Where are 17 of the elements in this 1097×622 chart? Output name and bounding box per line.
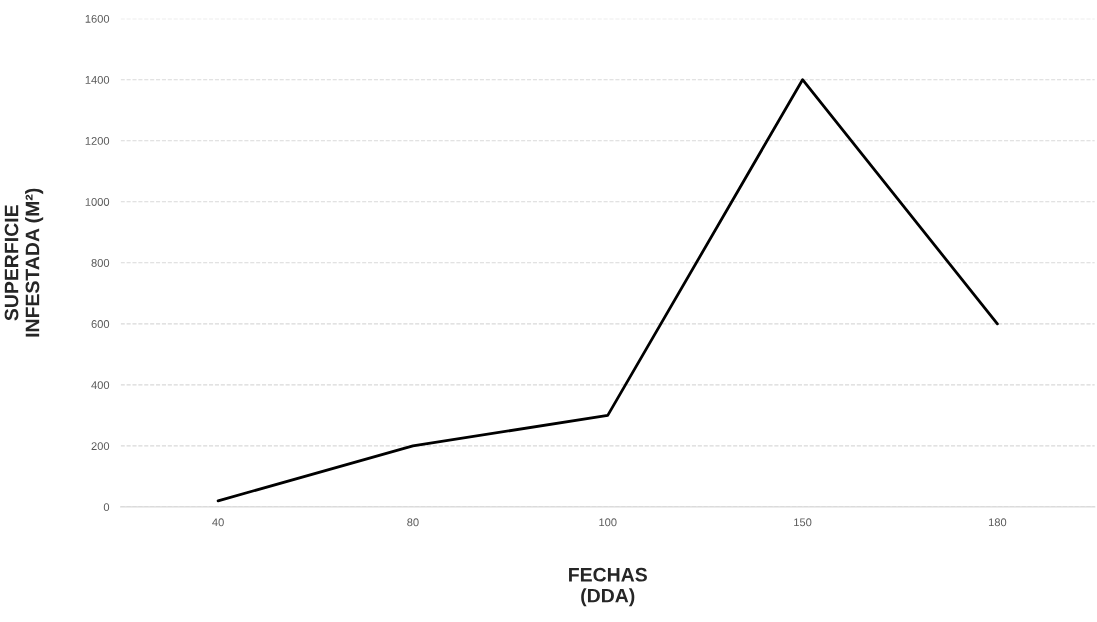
x-tick-label: 100 bbox=[599, 518, 617, 527]
x-tick-label: 150 bbox=[794, 518, 812, 527]
y-tick-label: 1000 bbox=[85, 198, 110, 206]
y-tick-label: 1600 bbox=[85, 14, 110, 23]
x-tick-label: 40 bbox=[212, 518, 224, 527]
y-tick-label: 400 bbox=[91, 381, 110, 389]
y-axis-title: SUPERFICIE INFESTADA (M²) bbox=[4, 188, 44, 337]
y-tick-label: 600 bbox=[91, 320, 110, 328]
x-tick-label: 80 bbox=[407, 518, 419, 527]
y-tick-label: 1200 bbox=[85, 136, 110, 145]
y-tick-label: 800 bbox=[91, 259, 110, 267]
y-tick-label: 200 bbox=[91, 442, 110, 451]
y-tick-label: 0 bbox=[103, 503, 110, 512]
line-series bbox=[216, 78, 999, 503]
x-tick-label: 180 bbox=[988, 518, 1007, 527]
y-tick-label: 1400 bbox=[85, 75, 110, 84]
x-axis-title: FECHAS (DDA) bbox=[569, 567, 647, 607]
